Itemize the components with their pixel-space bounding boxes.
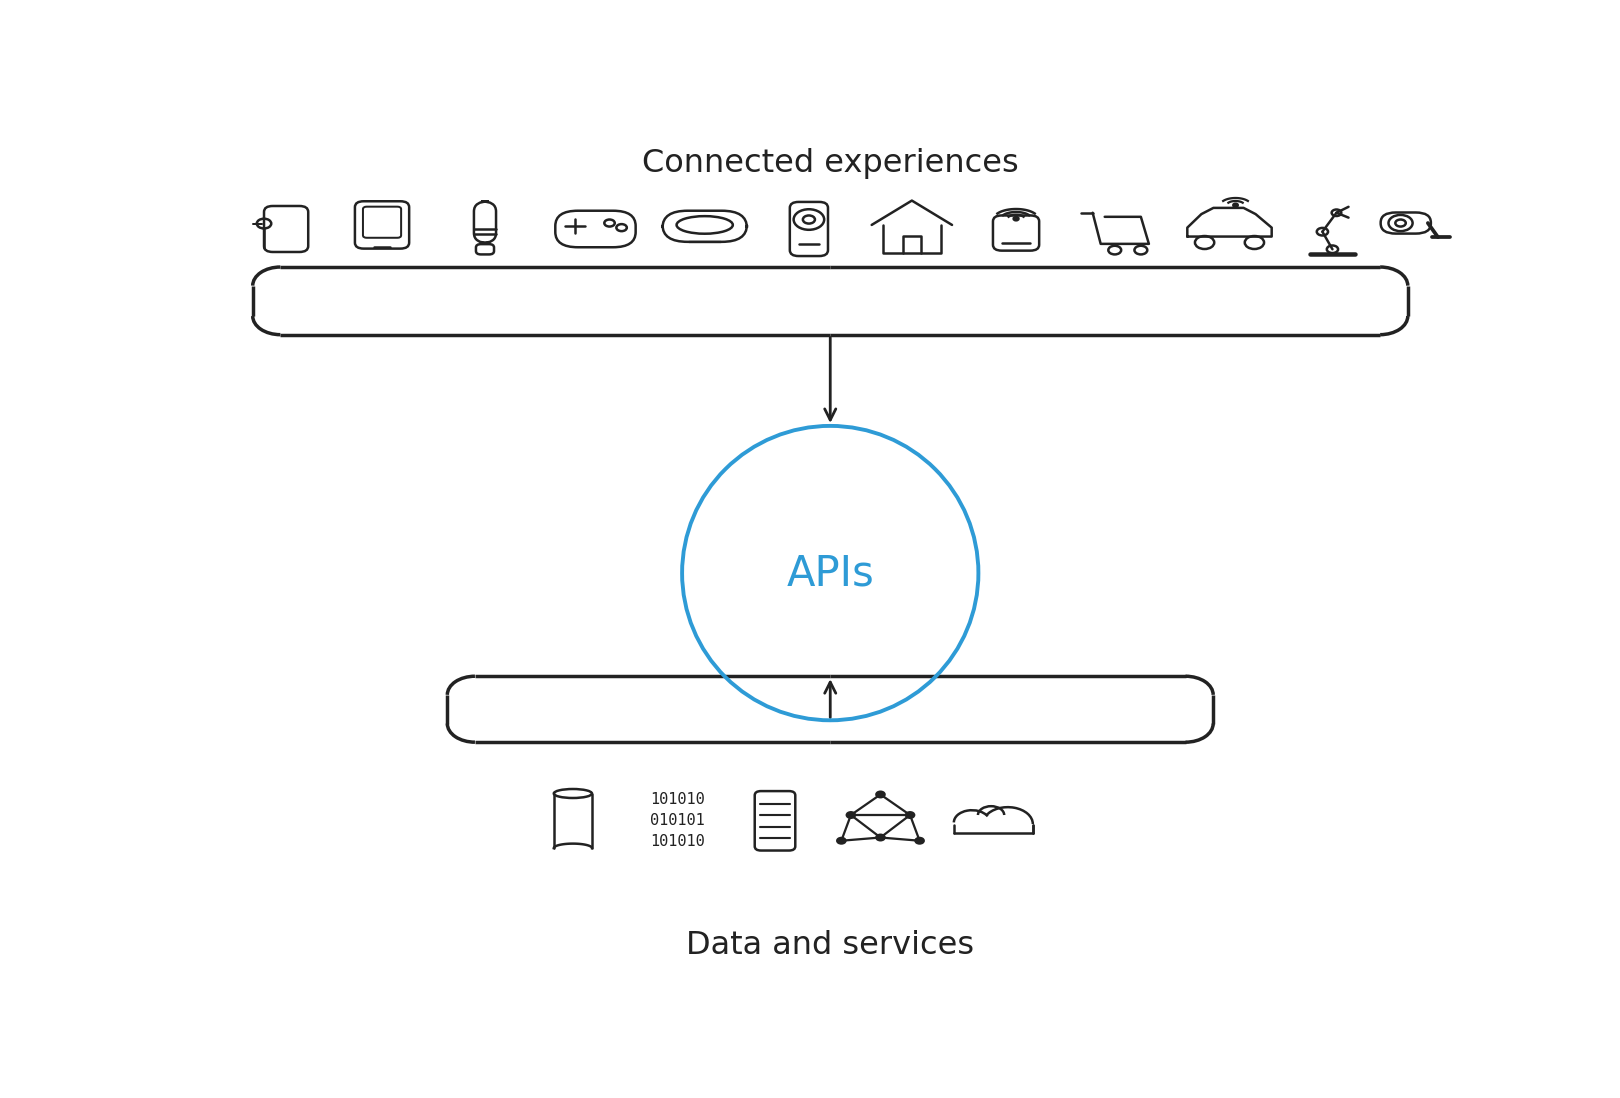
Circle shape — [1014, 217, 1019, 221]
Circle shape — [838, 838, 846, 843]
Ellipse shape — [677, 216, 732, 234]
Circle shape — [1233, 204, 1238, 206]
Circle shape — [906, 813, 914, 818]
Circle shape — [876, 792, 885, 797]
Circle shape — [915, 838, 923, 843]
Circle shape — [847, 813, 855, 818]
Text: Connected experiences: Connected experiences — [642, 148, 1019, 179]
Circle shape — [876, 834, 885, 840]
Text: APIs: APIs — [786, 552, 875, 594]
Text: 101010
010101
101010: 101010 010101 101010 — [650, 793, 705, 850]
Text: Data and services: Data and services — [687, 930, 974, 961]
